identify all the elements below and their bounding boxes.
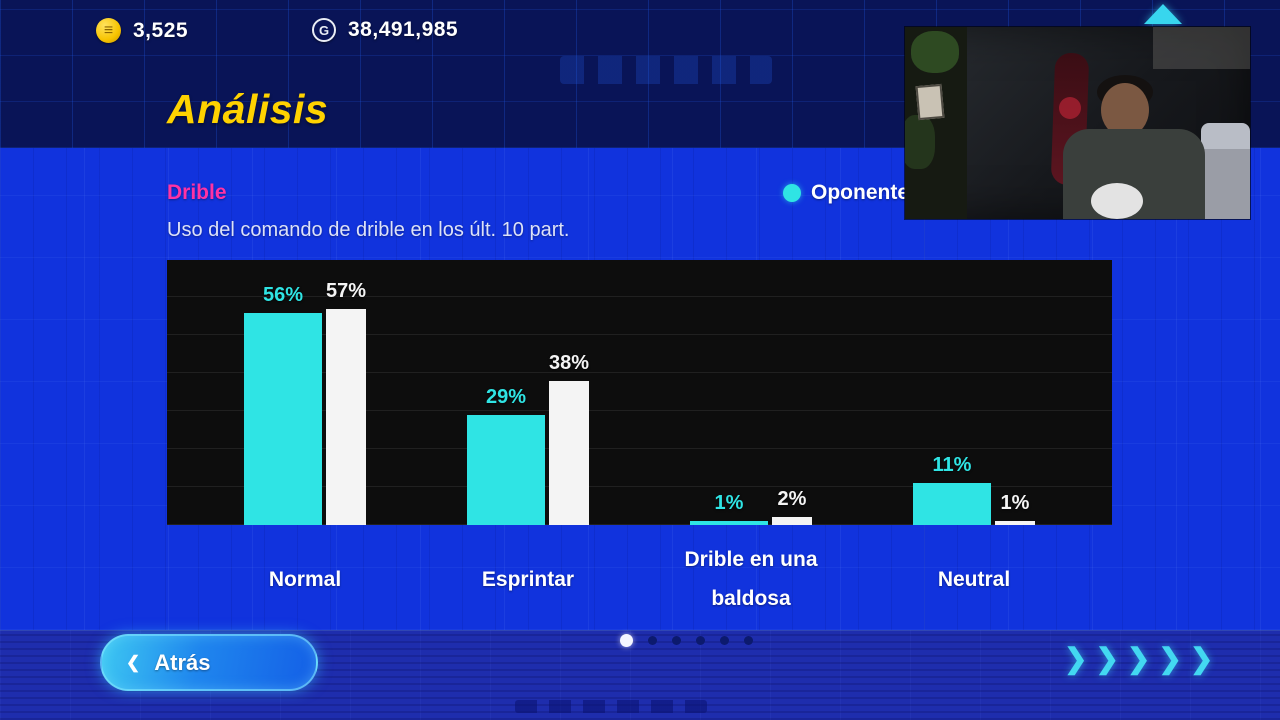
webcam-plant-2	[905, 115, 935, 169]
decor-circuit-blocks	[560, 56, 772, 84]
category-label: Neutral	[937, 567, 1011, 591]
chevrons-right-icon: ❯❯❯❯❯	[1064, 643, 1222, 674]
decor-bottom-blocks	[515, 700, 707, 713]
pagination-dot[interactable]	[648, 635, 657, 645]
gp-counter: G 38,491,985	[312, 18, 458, 42]
bar-value-label: 57%	[325, 280, 367, 303]
webcam-microphone	[1091, 183, 1143, 219]
bar-value-label: 1%	[1000, 492, 1030, 514]
bar-column: 29%	[467, 386, 545, 525]
coin-icon: ≡	[96, 18, 121, 43]
bar-group: 29% 38% Esprintar	[467, 260, 589, 619]
bar-column: 1%	[690, 492, 768, 525]
bar-column: 56%	[244, 284, 322, 525]
bar-pair: 1% 2%	[690, 260, 812, 525]
section-title-drible: Drible	[167, 181, 227, 204]
webcam-overlay	[905, 27, 1250, 219]
bar-column: 1%	[995, 492, 1035, 525]
back-button[interactable]: ❮ Atrás	[100, 634, 318, 691]
bar-group: 1% 2% Drible en una baldosa	[684, 260, 817, 619]
chart-groups: 56% 57% Normal 29% 38% Esprintar 1% 2% Drible en…	[167, 260, 1112, 640]
bar	[326, 309, 366, 525]
webcam-picture-frame	[915, 83, 945, 121]
bar-value-label: 1%	[714, 492, 744, 514]
chart-plot	[167, 260, 1112, 525]
gp-amount: 38,491,985	[348, 18, 459, 41]
bar	[995, 521, 1035, 525]
pagination	[620, 633, 753, 647]
bar-column: 11%	[913, 454, 991, 525]
bar-value-label: 29%	[485, 386, 527, 409]
bar	[549, 381, 589, 525]
bar-value-label: 56%	[262, 284, 304, 306]
bar-column: 2%	[772, 488, 812, 525]
bar-value-label: 38%	[548, 352, 590, 375]
pagination-dot[interactable]	[720, 635, 729, 645]
category-label: Normal	[268, 567, 342, 591]
pagination-dot[interactable]	[696, 635, 705, 645]
bar-pair: 56% 57%	[244, 260, 366, 525]
gp-icon: G	[312, 18, 336, 42]
page-title: Análisis	[167, 86, 329, 132]
webcam-plant	[911, 31, 959, 73]
bar	[913, 483, 991, 525]
webcam-ceiling-light	[1153, 27, 1250, 69]
pagination-dot[interactable]	[744, 635, 753, 645]
webcam-person-head	[1101, 83, 1149, 137]
bar-column: 38%	[549, 352, 589, 525]
bar	[244, 313, 322, 525]
category-label: Drible en una baldosa	[684, 548, 818, 610]
coin-counter: ≡ 3,525	[96, 18, 188, 43]
legend-dot-opponent-icon	[783, 184, 801, 202]
bar	[690, 521, 768, 525]
bar-group: 11% 1% Neutral	[913, 260, 1035, 619]
bar	[467, 415, 545, 525]
bar-value-label: 11%	[932, 454, 972, 477]
triangle-up-icon	[1144, 4, 1182, 24]
chart-subtitle: Uso del comando de drible en los últ. 10…	[167, 219, 570, 241]
bar	[772, 517, 812, 525]
bar-group: 56% 57% Normal	[244, 260, 366, 619]
webcam-logo-badge	[1059, 97, 1081, 119]
bar-column: 57%	[326, 280, 366, 525]
chart-legend: Oponente	[783, 181, 909, 205]
bar-pair: 11% 1%	[913, 260, 1035, 525]
back-button-label: Atrás	[154, 649, 211, 675]
coin-amount: 3,525	[133, 18, 189, 42]
category-label: Esprintar	[481, 567, 575, 591]
chevron-left-icon: ❮	[126, 652, 141, 672]
bar-value-label: 2%	[777, 488, 807, 511]
pagination-dot[interactable]	[620, 633, 633, 647]
pagination-dot[interactable]	[672, 635, 681, 645]
bar-pair: 29% 38%	[467, 260, 589, 525]
legend-label-opponent: Oponente	[811, 181, 909, 204]
